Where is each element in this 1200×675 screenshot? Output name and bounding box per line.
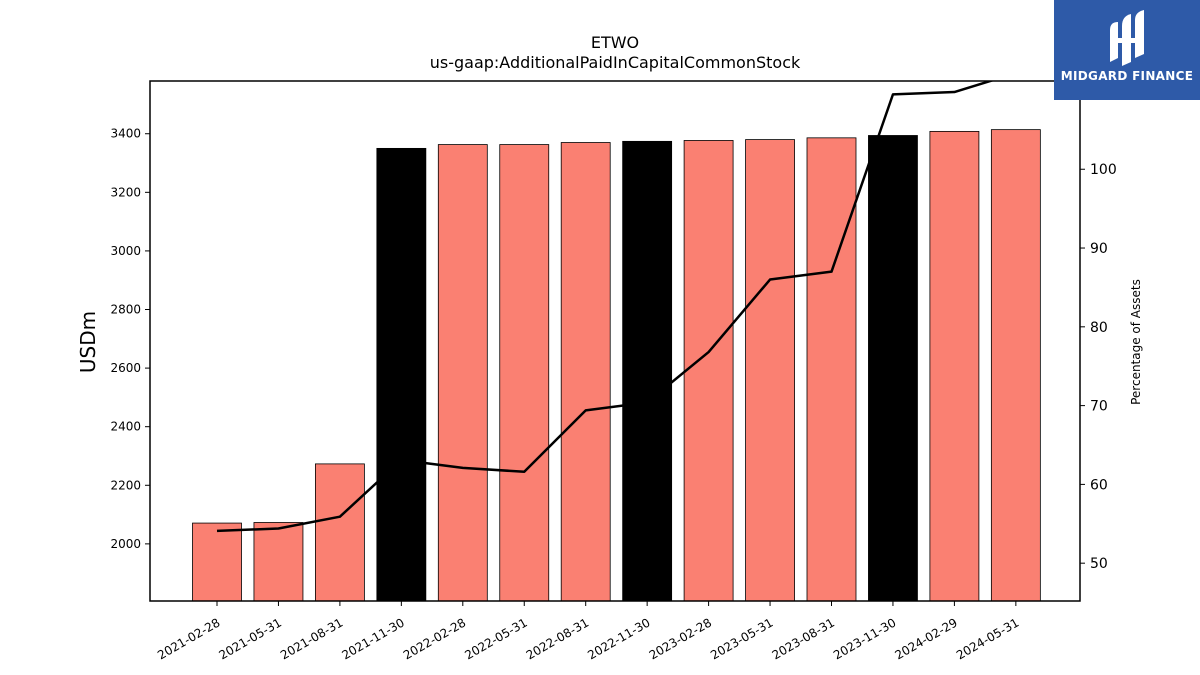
y-tick-label-3000: 3000 xyxy=(110,244,141,258)
x-tick-label-2024-02-29: 2024-02-29 xyxy=(892,615,959,662)
y-tick-label-2800: 2800 xyxy=(110,303,141,317)
bar-2021-08-31 xyxy=(314,463,365,602)
x-tick-label-2021-02-28: 2021-02-28 xyxy=(155,615,222,662)
bar-2024-02-29 xyxy=(929,130,980,602)
x-tick-label-2022-05-31: 2022-05-31 xyxy=(462,615,529,662)
bar-2023-08-31 xyxy=(806,137,857,602)
x-tick-label-2022-11-30: 2022-11-30 xyxy=(585,615,652,662)
x-tick-label-2023-08-31: 2023-08-31 xyxy=(770,615,837,662)
bar-2023-05-31 xyxy=(745,139,795,602)
x-tick-label-2022-08-31: 2022-08-31 xyxy=(524,615,591,662)
y-tick-label-3200: 3200 xyxy=(110,185,141,199)
y-tick-label-3400: 3400 xyxy=(110,127,141,141)
logo-mark-icon xyxy=(1110,10,1144,66)
y-right-tick-label-90: 90 xyxy=(1090,241,1108,257)
x-tick-label-2023-05-31: 2023-05-31 xyxy=(708,615,775,662)
y-axis-label-left: USDm xyxy=(76,311,100,373)
y-tick-label-2200: 2200 xyxy=(110,478,141,492)
plot-frame xyxy=(149,80,1081,602)
chart-subtitle: us-gaap:AdditionalPaidInCapitalCommonSto… xyxy=(430,53,801,72)
x-tick-label-2021-05-31: 2021-05-31 xyxy=(217,615,284,662)
bar-2022-05-31 xyxy=(499,144,550,602)
y-right-tick-label-100: 100 xyxy=(1090,162,1117,178)
bar-2023-02-28 xyxy=(683,140,734,602)
bar-2021-05-31 xyxy=(253,522,304,602)
bar-2024-05-31 xyxy=(990,129,1041,602)
y-right-tick-label-50: 50 xyxy=(1090,556,1108,572)
y-tick-label-2400: 2400 xyxy=(110,420,141,434)
bar-2023-11-30 xyxy=(868,135,918,602)
y-axis-label-right: Percentage of Assets xyxy=(1129,279,1143,405)
bar-2021-02-28 xyxy=(192,522,242,602)
y-right-tick-label-80: 80 xyxy=(1090,320,1108,336)
plot-area: 2000 2200 2400 2600 2800 3000 3200 3400 50 60 70 80… xyxy=(110,80,1117,662)
bar-2022-11-30 xyxy=(622,140,673,602)
x-tick-label-2022-02-28: 2022-02-28 xyxy=(401,615,468,662)
y-right-tick-label-70: 70 xyxy=(1090,399,1108,415)
bar-2021-11-30 xyxy=(376,147,427,602)
x-tick-label-2023-11-30: 2023-11-30 xyxy=(831,615,898,662)
chart-title: ETWO xyxy=(591,33,639,52)
bar-2022-02-28 xyxy=(437,144,488,602)
x-tick-label-2021-08-31: 2021-08-31 xyxy=(278,615,345,662)
midgard-finance-logo: MIDGARD FINANCE xyxy=(1054,0,1200,100)
x-tick-label-2021-11-30: 2021-11-30 xyxy=(339,615,406,662)
y-tick-label-2000: 2000 xyxy=(110,537,141,551)
x-tick-label-2023-02-28: 2023-02-28 xyxy=(647,615,714,662)
logo-text: MIDGARD FINANCE xyxy=(1060,69,1194,83)
percentage-line xyxy=(216,81,995,533)
y-right-tick-label-60: 60 xyxy=(1090,477,1108,493)
y-tick-label-2600: 2600 xyxy=(110,361,141,375)
bar-2022-08-31 xyxy=(560,142,611,602)
x-tick-label-2024-05-31: 2024-05-31 xyxy=(954,615,1021,662)
